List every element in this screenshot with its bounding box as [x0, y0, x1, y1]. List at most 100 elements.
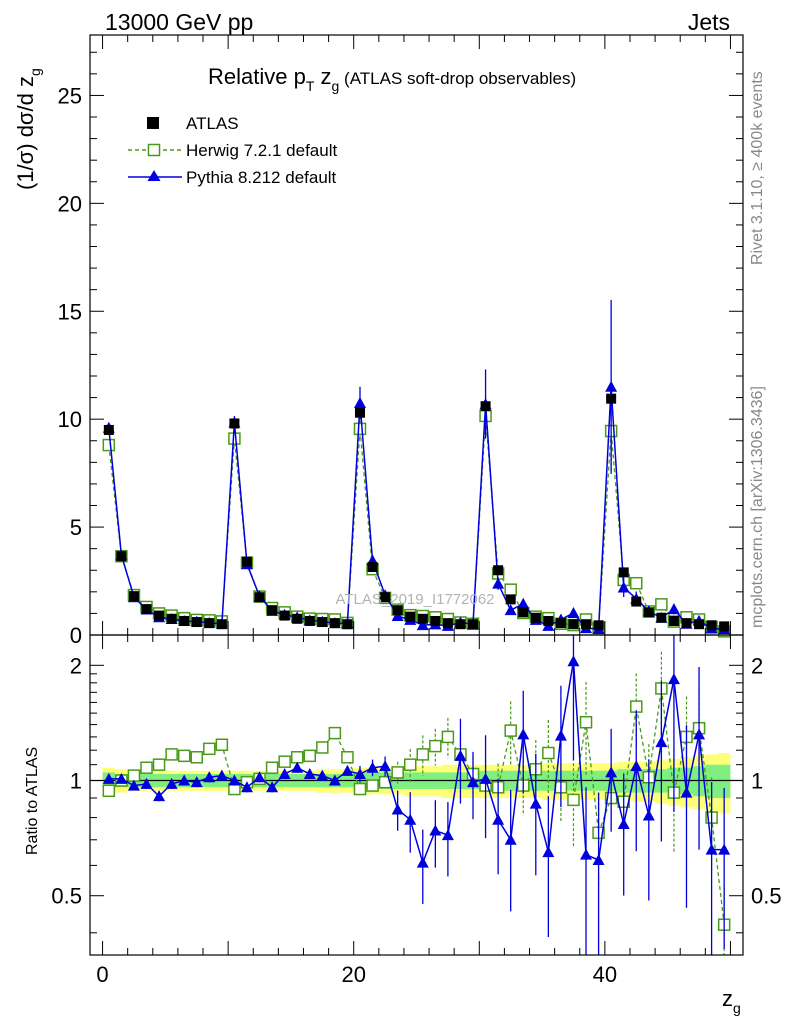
atlas-point: [216, 619, 227, 630]
pythia-point: [504, 604, 517, 616]
ratio-herwig-point: [328, 726, 342, 740]
title-sub-t: T: [306, 78, 315, 94]
ratio-ytick-label-right: 0.5: [751, 884, 782, 909]
atlas-point: [267, 605, 278, 616]
ratio-pythia-point: [454, 749, 467, 761]
atlas-point: [706, 620, 717, 631]
ratio-ytick-label: 1: [70, 769, 82, 794]
y-axis-label-main: (1/σ) dσ/d zg: [13, 68, 43, 190]
ratio-herwig-point: [140, 761, 153, 774]
ratio-ytick-label: 0.5: [51, 884, 82, 909]
atlas-point: [631, 596, 642, 607]
pythia-point: [567, 606, 580, 618]
main-ytick-label: 5: [70, 515, 82, 540]
category-label: Jets: [688, 9, 730, 35]
herwig-point: [102, 438, 116, 452]
ratio-pythia-point: [617, 817, 630, 829]
ratio-pythia-point: [718, 843, 731, 855]
atlas-point: [229, 418, 240, 429]
atlas-point: [618, 567, 629, 578]
main-ytick-label: 0: [70, 623, 82, 648]
legend-pythia-label: Pythia 8.212 default: [186, 168, 337, 187]
ratio-herwig-point: [378, 775, 392, 789]
y-label-main-sub: g: [27, 68, 43, 76]
ratio-herwig-point: [215, 738, 229, 752]
ratio-ytick-label-right: 1: [751, 769, 763, 794]
ratio-pythia-point: [178, 774, 191, 786]
legend-pythia-marker: [147, 170, 161, 181]
ratio-pythia-point: [441, 829, 454, 841]
main-ytick-label: 10: [58, 407, 82, 432]
atlas-point: [179, 615, 190, 626]
ratio-pythia-point: [680, 786, 693, 798]
ratio-herwig-point: [127, 769, 141, 782]
ratio-herwig-point: [341, 751, 354, 764]
atlas-point: [543, 615, 554, 626]
ratio-pythia-point: [567, 655, 580, 667]
atlas-point: [241, 556, 252, 567]
pythia-point: [617, 581, 630, 593]
ratio-pythia-point: [379, 760, 392, 772]
atlas-point: [568, 619, 579, 630]
atlas-point: [191, 617, 202, 628]
herwig-point: [655, 598, 668, 611]
ratio-herwig-line: [108, 688, 725, 925]
ratio-pythia-point: [253, 771, 266, 783]
ratio-herwig-point: [567, 793, 580, 807]
pythia-point: [416, 619, 429, 631]
main-ytick-label: 25: [58, 83, 82, 108]
ratio-herwig-point: [403, 758, 417, 771]
title-sub-g: g: [332, 78, 340, 94]
atlas-point: [392, 605, 403, 616]
atlas-point: [141, 604, 152, 615]
ratio-pythia-point: [467, 776, 480, 788]
legend-atlas-marker: [147, 117, 159, 129]
ratio-herwig-point: [190, 751, 203, 764]
ratio-pythia-point: [529, 797, 542, 809]
atlas-point: [367, 562, 378, 573]
ratio-pythia-point: [203, 771, 216, 783]
ratio-pythia-point: [303, 767, 316, 779]
ratio-herwig-point: [353, 782, 367, 796]
side-label-mcplots: mcplots.cern.ch [arXiv:1306.3436]: [749, 386, 766, 628]
ratio-herwig-point: [391, 766, 404, 779]
atlas-point: [279, 610, 290, 621]
ratio-pythia-point: [416, 856, 429, 868]
ratio-pythia-point: [554, 729, 567, 741]
ratio-herwig-point: [165, 748, 178, 761]
pythia-point: [517, 597, 530, 609]
main-ytick-label: 15: [58, 299, 82, 324]
atlas-point: [530, 612, 541, 623]
ratio-frame: [89, 634, 744, 956]
herwig-point: [630, 576, 643, 590]
atlas-point: [606, 393, 617, 404]
atlas-point: [128, 591, 139, 602]
x-axis-label: zg: [722, 986, 741, 1016]
pythia-point: [492, 577, 505, 589]
ratio-pythia-point: [667, 673, 680, 685]
atlas-point: [430, 615, 441, 626]
ratio-pythia-point: [391, 803, 404, 815]
ratio-pythia-point: [404, 813, 417, 825]
ratio-pythia-point: [605, 766, 618, 778]
ratio-pythia-point: [517, 728, 530, 740]
ratio-herwig-point: [416, 748, 430, 761]
atlas-point: [342, 619, 353, 630]
legend-atlas-label: ATLAS: [186, 114, 239, 133]
ratio-ytick-label-right: 2: [751, 653, 763, 678]
ratio-xtick-label: 40: [593, 962, 617, 987]
ratio-pythia-point: [278, 767, 291, 779]
atlas-point: [166, 613, 177, 624]
atlas-point: [593, 620, 604, 631]
atlas-point: [719, 621, 730, 632]
atlas-point: [656, 612, 667, 623]
ratio-herwig-point: [265, 761, 279, 774]
ratio-pythia-point: [542, 846, 555, 858]
pythia-point: [667, 603, 680, 615]
x-label-sub: g: [733, 1000, 741, 1016]
plot-title: Relative pT zg (ATLAS soft-drop observab…: [208, 64, 576, 94]
ratio-herwig-point: [441, 730, 455, 744]
ratio-pythia-point: [240, 781, 253, 793]
atlas-point: [694, 619, 705, 630]
